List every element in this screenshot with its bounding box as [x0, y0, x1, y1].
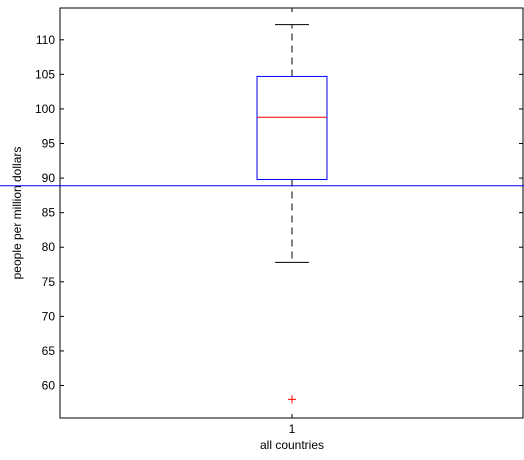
y-tick-label-4: 80 — [42, 240, 56, 254]
y-tick-label-5: 85 — [42, 206, 56, 220]
box-iqr-0 — [256, 75, 328, 180]
y-tick-label-1: 65 — [42, 344, 56, 358]
y-tick-label-8: 100 — [35, 102, 55, 116]
y-axis-label: people per million dollars — [10, 147, 24, 280]
y-tick-label-6: 90 — [42, 171, 56, 185]
plot-area: 60 65 70 75 80 85 90 95 100 105 110 1 — [0, 7, 524, 436]
y-tick-label-9: 105 — [35, 67, 55, 81]
y-tick-label-3: 75 — [42, 275, 56, 289]
y-tick-label-10: 110 — [36, 33, 55, 47]
x-axis-label: all countries — [260, 438, 324, 452]
y-tick-label-2: 70 — [42, 309, 56, 323]
y-tick-label-0: 60 — [42, 379, 56, 393]
y-tick-label-7: 95 — [42, 137, 56, 151]
x-tick-label-0: 1 — [289, 422, 296, 436]
